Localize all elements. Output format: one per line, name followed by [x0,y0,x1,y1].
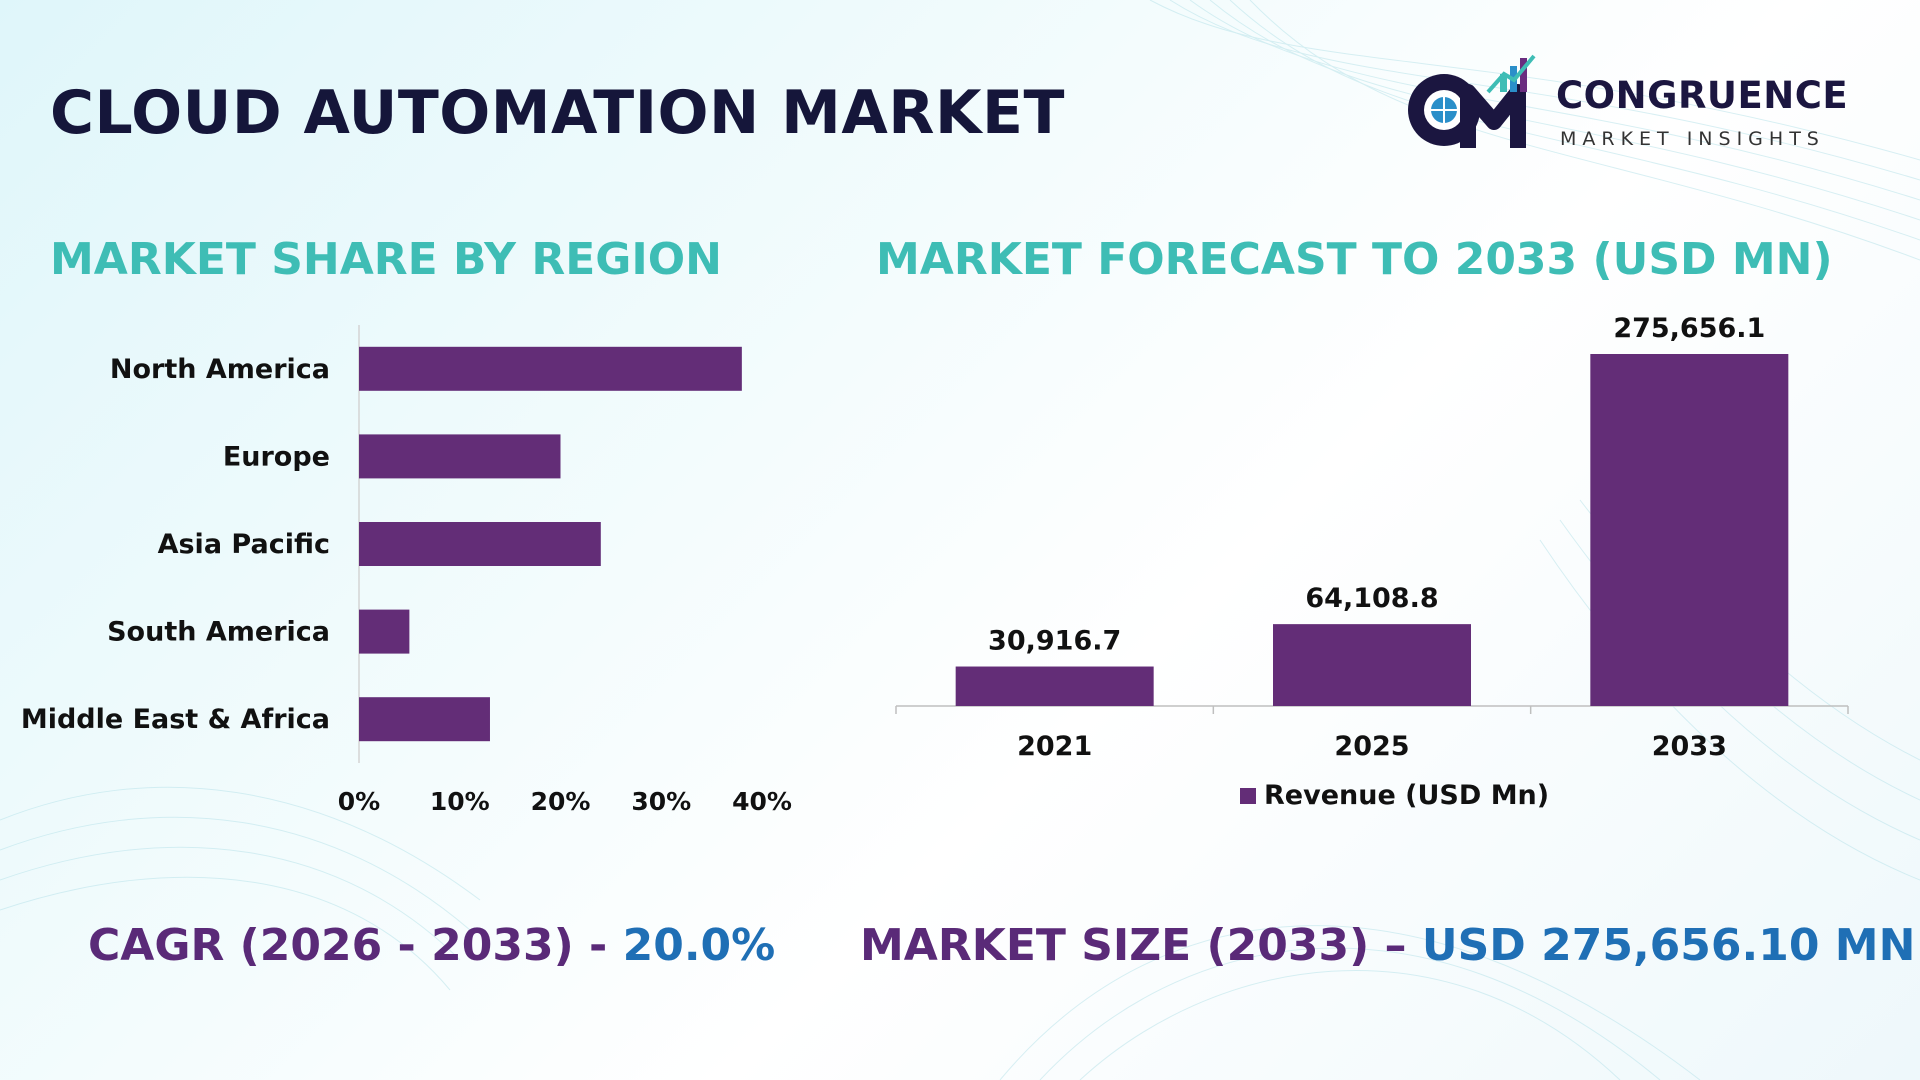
company-logo: CONGRUENCE MARKET INSIGHTS [1400,52,1880,162]
page-title: CLOUD AUTOMATION MARKET [50,78,1065,148]
forecast-category-label: 2021 [1017,731,1092,762]
share-x-tick-label: 20% [531,787,591,816]
share-section-title: MARKET SHARE BY REGION [50,234,722,285]
forecast-data-label: 30,916.7 [988,626,1121,657]
market-size-statement: MARKET SIZE (2033) – USD 275,656.10 MN [860,920,1915,971]
share-bar [359,609,410,654]
share-x-tick-label: 0% [338,787,380,816]
share-category-label: Asia Pacific [158,529,330,560]
forecast-data-label: 64,108.8 [1305,583,1438,614]
forecast-category-label: 2025 [1334,731,1409,762]
market-size-label: MARKET SIZE (2033) – [860,920,1422,971]
cagr-value: 20.0% [622,920,776,971]
share-x-tick-label: 30% [631,787,691,816]
cagr-statement: CAGR (2026 - 2033) - 20.0% [88,920,775,971]
cagr-label: CAGR (2026 - 2033) - [88,920,623,971]
share-bar [359,522,601,566]
legend-swatch [1240,788,1256,804]
legend-label: Revenue (USD Mn) [1264,780,1549,811]
forecast-section-title: MARKET FORECAST TO 2033 (USD MN) [876,234,1833,285]
logo-name: CONGRUENCE [1556,74,1849,117]
share-x-tick-label: 10% [430,787,490,816]
share-bar [359,697,490,742]
logo-mark-icon [1408,54,1536,148]
logo-tagline: MARKET INSIGHTS [1560,128,1825,150]
forecast-bar [1590,354,1789,706]
share-x-tick-label: 40% [732,787,792,816]
market-size-value: USD 275,656.10 MN [1421,920,1916,971]
forecast-data-label: 275,656.1 [1613,313,1765,344]
forecast-bar [955,666,1154,706]
forecast-category-label: 2033 [1652,731,1727,762]
share-category-label: North America [110,354,330,385]
share-bar [359,434,561,479]
share-category-label: Europe [223,441,330,472]
share-category-label: Middle East & Africa [21,704,330,735]
share-bar [359,346,742,391]
forecast-chart: 30,916.7 2021 64,108.8 2025 275,656.1 2033 Rev… [895,313,1849,811]
forecast-bar [1273,624,1471,706]
region-share-chart: North America Europe Asia Pacific South Ame… [21,325,792,816]
share-category-label: South America [107,617,330,648]
